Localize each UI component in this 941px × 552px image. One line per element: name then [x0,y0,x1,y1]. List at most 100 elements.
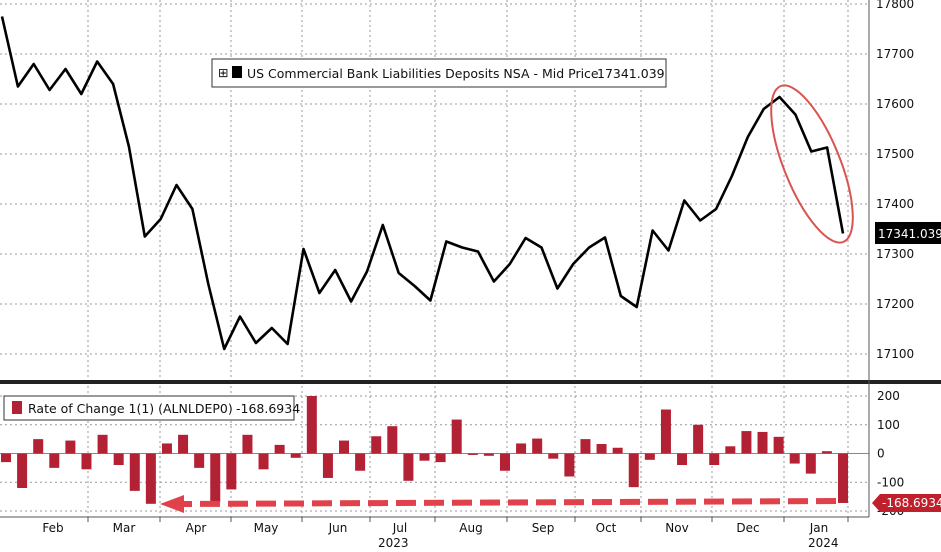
roc-y-tick-label: -100 [877,475,904,489]
roc-bar [339,440,350,454]
deposits-gridlines [0,0,869,378]
deposits-series-line [0,16,845,351]
deposits-legend: ⊞ US Commercial Bank Liabilities Deposit… [211,58,667,88]
legend-swatch-black [232,66,242,78]
roc-bar [435,453,446,463]
y-tick-label: 17300 [876,247,914,261]
roc-bar [709,453,720,465]
roc-bar [644,453,655,460]
legend-expand-icon[interactable]: ⊞ [218,65,228,80]
roc-bar [65,440,76,454]
roc-bar [467,453,478,455]
roc-bar [516,443,527,454]
roc-y-tick-label: 100 [877,418,900,432]
roc-bar [773,436,784,454]
x-month-label: Mar [113,521,136,535]
year-label-2024: 2024 [808,536,839,550]
roc-bar [419,453,430,461]
roc-bar [628,453,639,488]
roc-bar [161,443,172,454]
roc-bar [210,453,221,503]
roc-last-value-tag: -168.6934 [872,494,941,512]
roc-bar [81,453,92,470]
roc-bar [821,451,832,454]
roc-bar [677,453,688,465]
roc-bar [789,453,800,464]
roc-bar [805,453,816,474]
x-month-label: Aug [459,521,482,535]
legend-swatch-red [12,401,22,414]
deposits-y-axis: 17800 17700 17600 17500 17400 17300 17200 17100 [876,0,914,361]
roc-bar [355,453,366,471]
y-tick-label: 17400 [876,197,914,211]
dashed-arrow-annotation [160,495,837,513]
x-month-label: Nov [665,521,688,535]
roc-bar [145,453,156,504]
roc-bar [306,396,317,454]
x-month-label: Oct [596,521,617,535]
roc-bar [725,446,736,454]
roc-bar [483,453,494,456]
x-month-label: Jun [328,521,348,535]
roc-gridlines [0,386,869,517]
x-month-label: May [254,521,279,535]
x-month-label: Dec [736,521,759,535]
roc-last-value-tag-text: -168.6934 [882,496,941,510]
roc-bar [113,453,124,465]
roc-bar [49,453,60,468]
roc-bars [1,396,848,504]
roc-bar [17,453,28,488]
roc-bar [97,434,108,454]
roc-bar [660,409,671,454]
roc-bar [1,453,11,463]
roc-bar [242,434,253,454]
roc-bar [693,424,704,454]
year-label-2023: 2023 [378,536,409,550]
x-month-label: Jan [809,521,829,535]
legend-series-label: US Commercial Bank Liabilities Deposits … [247,66,599,81]
roc-bar [258,453,269,470]
roc-y-tick-label: 200 [877,389,900,403]
y-tick-label: 17100 [876,347,914,361]
roc-bar [387,426,398,454]
roc-bar [499,453,510,471]
roc-bar [33,439,44,454]
roc-bar [129,453,140,491]
x-month-label: Apr [186,521,207,535]
roc-bar [194,453,205,468]
roc-bar [274,444,285,454]
roc-legend: Rate of Change 1(1) (ALNLDEP0) -168.6934 [3,395,300,421]
panel-divider[interactable] [0,380,941,384]
roc-bar [757,431,768,454]
roc-bar [580,439,591,454]
roc-bar [403,453,414,481]
y-tick-label: 17200 [876,297,914,311]
last-price-tag-text: 17341.039 [878,227,941,241]
y-tick-label: 17500 [876,147,914,161]
roc-bar [741,431,752,454]
x-axis: Feb Mar Apr May Jun Jul Aug Sep Oct Nov Dec Jan 202… [0,0,870,550]
roc-legend-value: -168.6934 [236,401,300,416]
roc-bar [178,434,189,454]
y-tick-label: 17800 [876,0,914,11]
y-tick-label: 17600 [876,97,914,111]
roc-bar [290,453,301,458]
roc-bar [548,453,559,459]
roc-bar [532,438,543,454]
roc-bar [612,447,623,454]
x-month-label: Sep [532,521,555,535]
roc-bar [371,436,382,454]
legend-series-value: 17341.039 [597,66,665,81]
roc-bar [596,444,607,454]
roc-bar [226,453,237,490]
roc-legend-label: Rate of Change 1(1) (ALNLDEP0) [28,401,233,416]
roc-bar [564,453,575,477]
roc-bar [451,419,462,454]
deposits-panel: 17800 17700 17600 17500 17400 17300 17200 17100… [0,0,941,378]
last-price-tag: 17341.039 [875,222,941,244]
x-month-label: Jul [392,521,407,535]
highlight-ellipse-annotation [770,84,854,244]
x-month-label: Feb [42,521,63,535]
